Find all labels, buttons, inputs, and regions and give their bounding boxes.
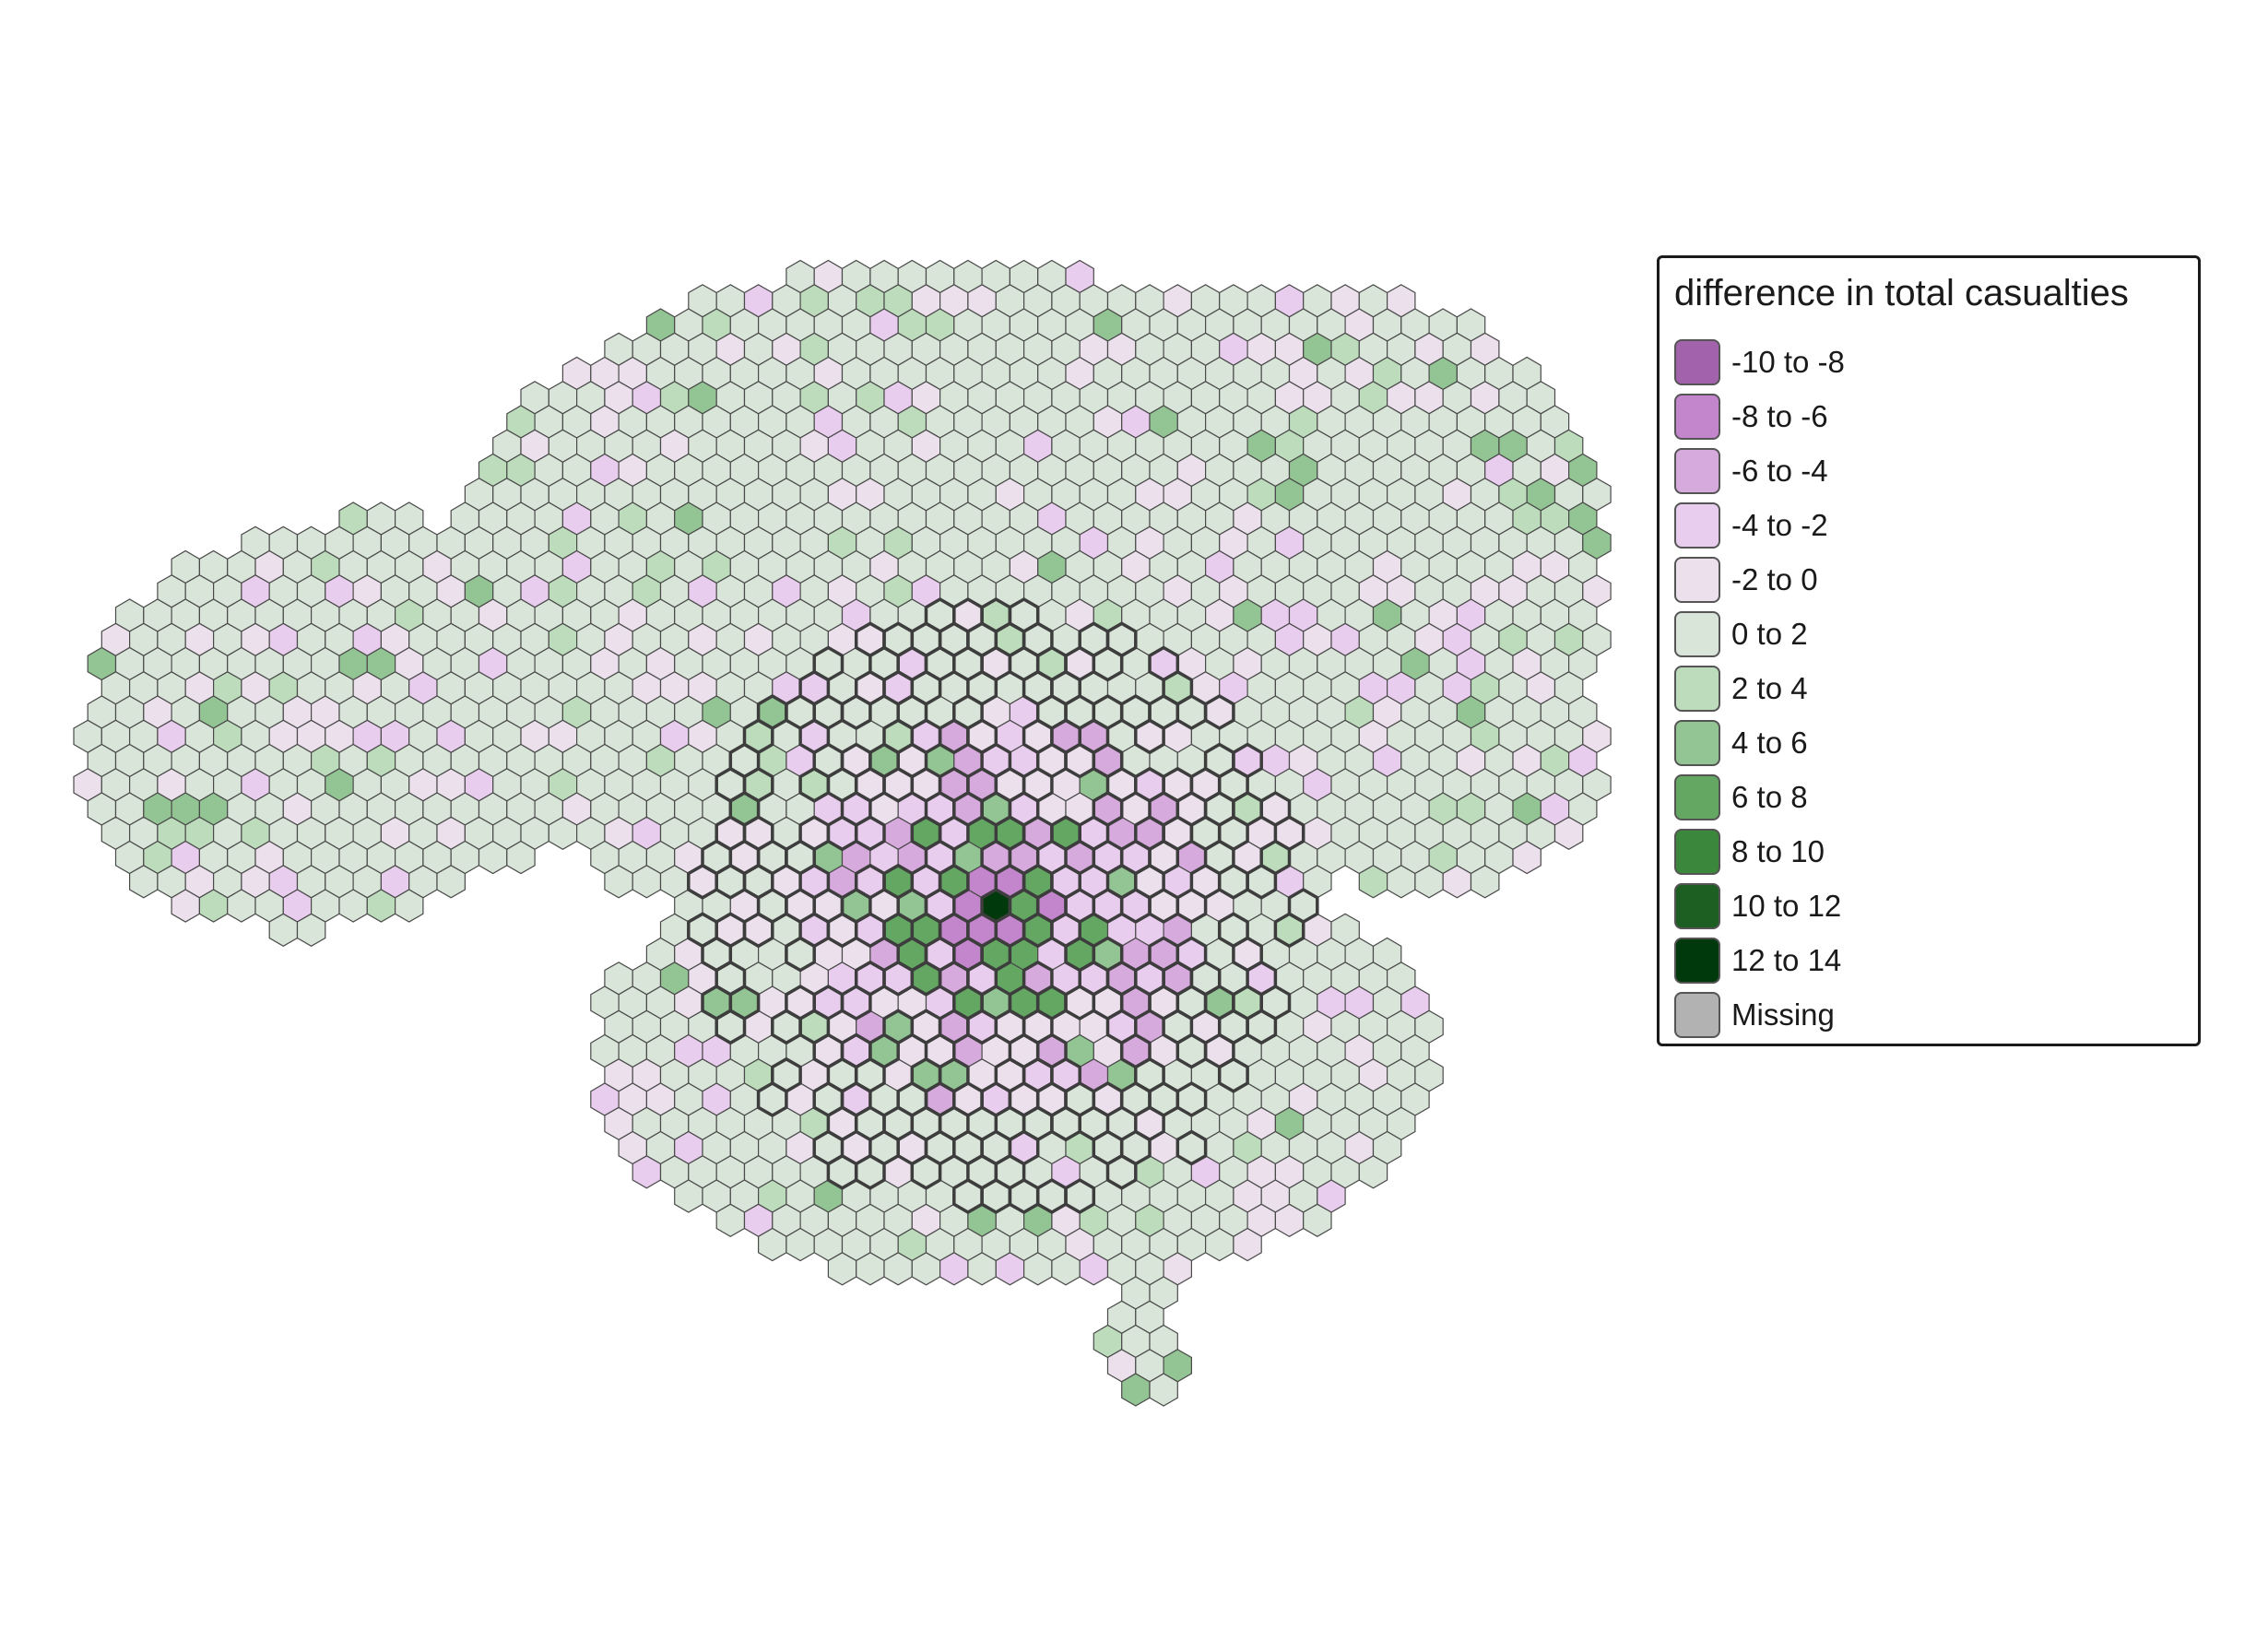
- legend-entry: -8 to -6: [1674, 393, 1828, 441]
- legend-swatch: [1674, 502, 1720, 549]
- legend-entry: -10 to -8: [1674, 338, 1845, 386]
- hex-highlight: [1092, 645, 1124, 682]
- hex-highlight: [1175, 1129, 1208, 1166]
- legend-entry: 6 to 8: [1674, 773, 1808, 821]
- hex-highlight: [756, 1080, 788, 1118]
- hex-cell: [1358, 1155, 1388, 1189]
- legend-swatch: [1674, 938, 1720, 984]
- legend-label: -10 to -8: [1731, 345, 1845, 379]
- hex-cell: [1553, 816, 1584, 850]
- hex-highlight: [1273, 912, 1305, 949]
- legend-entry: 0 to 2: [1674, 610, 1808, 658]
- map-legend: difference in total casualties -10 to -8…: [1657, 255, 2201, 1046]
- legend-swatch: [1674, 883, 1720, 929]
- legend-swatch: [1674, 339, 1720, 385]
- hex-highlight: [1105, 1153, 1138, 1190]
- legend-swatch: [1674, 774, 1720, 820]
- legend-title: difference in total casualties: [1674, 273, 2129, 313]
- hex-highlight: [742, 912, 774, 949]
- hex-highlight: [1246, 1009, 1278, 1045]
- legend-swatch: [1674, 992, 1720, 1038]
- hex-highlight: [854, 815, 886, 852]
- hex-highlight: [1203, 693, 1235, 731]
- legend-entry: -4 to -2: [1674, 502, 1828, 549]
- hex-cell: [1303, 1203, 1332, 1237]
- legend-entry: Missing: [1674, 991, 1835, 1039]
- legend-entry: 12 to 14: [1674, 937, 1841, 985]
- legend-entry: -6 to -4: [1674, 447, 1828, 495]
- legend-label: 2 to 4: [1731, 671, 1808, 705]
- hex-cell: [1512, 840, 1542, 875]
- hex-cell: [1149, 1373, 1178, 1407]
- legend-swatch: [1674, 448, 1720, 494]
- legend-entry: 4 to 6: [1674, 719, 1808, 767]
- legend-swatch: [1674, 666, 1720, 712]
- legend-swatch: [1674, 720, 1720, 766]
- legend-label: 0 to 2: [1731, 617, 1808, 651]
- hex-highlight: [785, 936, 816, 973]
- legend-label: -8 to -6: [1731, 399, 1828, 433]
- hex-cells-layer: [73, 259, 1612, 1407]
- hex-cell: [436, 865, 466, 899]
- hex-highlight: [715, 1009, 747, 1045]
- legend-entry: -2 to 0: [1674, 556, 1818, 604]
- hex-highlight: [910, 1153, 942, 1190]
- legend-label: 4 to 6: [1731, 726, 1808, 760]
- hex-highlight: [840, 693, 872, 731]
- legend-label: 8 to 10: [1731, 834, 1825, 868]
- legend-swatch: [1674, 394, 1720, 440]
- legend-entry: 10 to 12: [1674, 882, 1841, 930]
- hex-highlight: [1175, 1080, 1208, 1118]
- legend-label: 12 to 14: [1731, 943, 1842, 977]
- hex-highlight: [1134, 718, 1165, 755]
- hex-highlight: [1217, 1056, 1249, 1093]
- legend-label: -6 to -4: [1731, 454, 1828, 488]
- hex-cell: [296, 913, 326, 947]
- legend-label: -4 to -2: [1731, 508, 1828, 542]
- legend-label: 6 to 8: [1731, 780, 1808, 814]
- hex-highlight-layer: [687, 596, 1319, 1215]
- hex-cell: [1233, 1227, 1262, 1262]
- hex-cell: [1470, 865, 1500, 899]
- hex-cell: [395, 889, 424, 923]
- legend-label: Missing: [1731, 997, 1835, 1032]
- legend-swatch: [1674, 611, 1720, 657]
- legend-swatch: [1674, 557, 1720, 603]
- hex-cell: [506, 840, 536, 875]
- hex-highlight: [854, 1153, 886, 1190]
- hex-highlight: [1246, 863, 1278, 900]
- legend-entry: 2 to 4: [1674, 665, 1808, 713]
- hex-highlight: [1175, 887, 1208, 925]
- hex-highlight: [1064, 1177, 1096, 1215]
- hex-highlight: [840, 984, 872, 1021]
- legend-label: -2 to 0: [1731, 562, 1818, 596]
- legend-swatch: [1674, 829, 1720, 875]
- legend-entry: 8 to 10: [1674, 828, 1825, 876]
- legend-label: 10 to 12: [1731, 889, 1842, 923]
